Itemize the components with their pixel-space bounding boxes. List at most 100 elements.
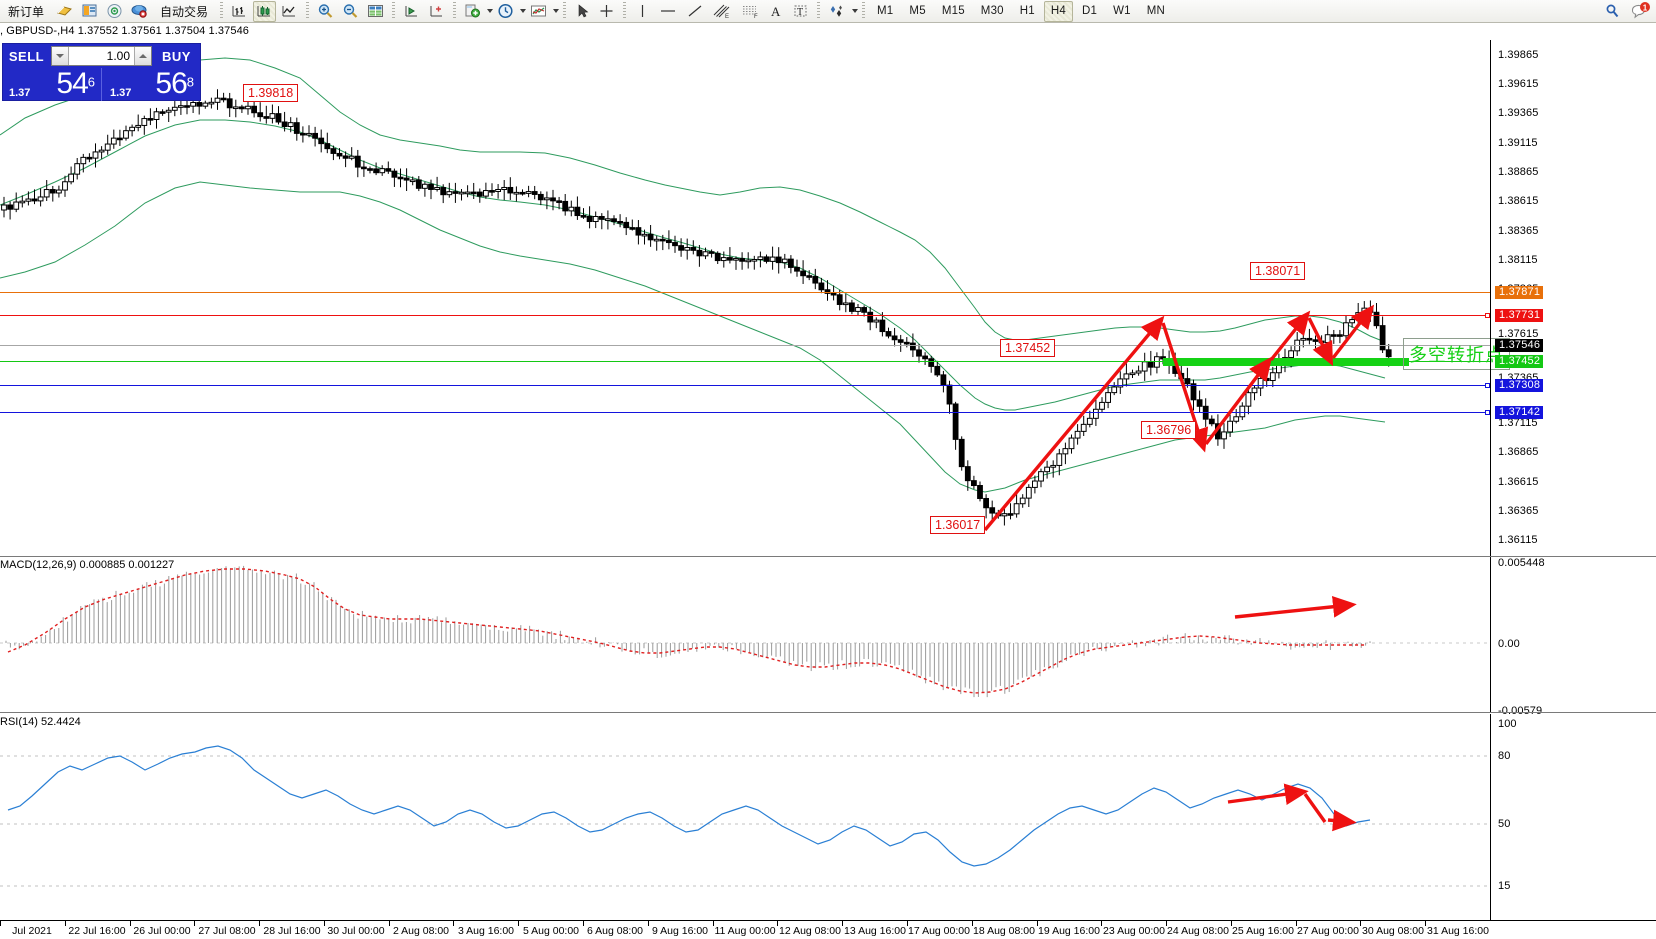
timeframe-h1[interactable]: H1 (1013, 1, 1042, 22)
autotrade-label: 自动交易 (160, 4, 209, 19)
fibonacci-icon[interactable]: F (737, 1, 763, 22)
volume-stepper[interactable]: 1.00 (51, 46, 152, 66)
annotation-1-39818[interactable]: 1.39818 (243, 84, 299, 102)
volume-input[interactable]: 1.00 (69, 47, 134, 65)
time-axis-tick (194, 921, 195, 926)
timeframe-w1[interactable]: W1 (1106, 1, 1138, 22)
rsi-pane[interactable]: RSI(14) 52.4424 100 80 50 15 (0, 714, 1656, 920)
svg-text:E: E (725, 14, 729, 19)
volume-decrement-button[interactable] (52, 47, 69, 65)
cursor-icon[interactable] (571, 1, 593, 22)
time-axis[interactable]: Jul 2021 22 Jul 16:00 26 Jul 00:00 27 Jul 0… (0, 920, 1656, 939)
time-axis-tick (648, 921, 649, 926)
navigator-icon[interactable] (103, 1, 126, 22)
search-icon[interactable] (1601, 1, 1625, 22)
price-tag-blue-1[interactable]: 1.37308 (1495, 379, 1544, 392)
price-axis-tick-label: 1.38615 (1498, 195, 1539, 207)
support-zone-band[interactable] (1163, 358, 1409, 366)
price-pane[interactable]: 1.39818 1.38071 1.37452 1.36796 1.36017 … (0, 40, 1656, 556)
objects-dropdown-caret[interactable] (852, 9, 859, 13)
price-tag-blue-2[interactable]: 1.37142 (1495, 406, 1544, 419)
timeframe-m1[interactable]: M1 (870, 1, 900, 22)
price-axis-tick-label: 1.36615 (1498, 476, 1539, 488)
price-axis-tick-label: 1.36115 (1498, 534, 1538, 546)
zoom-in-icon[interactable] (314, 1, 337, 22)
price-tag-red[interactable]: 1.37731 (1495, 309, 1544, 322)
main-toolbar: 新订单 自动交易 (0, 0, 1656, 23)
rsi-series (0, 745, 1490, 887)
price-level-line-1-37308[interactable] (0, 385, 1490, 386)
chart-canvas[interactable]: 1.39818 1.38071 1.37452 1.36796 1.36017 … (0, 40, 1656, 939)
objects-icon[interactable] (825, 1, 849, 22)
sell-button[interactable]: SELL (8, 48, 45, 64)
text-icon[interactable]: A (765, 1, 787, 22)
price-level-node[interactable] (1485, 410, 1490, 415)
time-axis-tick (842, 921, 843, 926)
time-axis-label: 6 Aug 08:00 (586, 925, 644, 937)
indicators-icon[interactable] (461, 1, 484, 22)
horizontal-line-icon[interactable] (655, 1, 681, 22)
price-level-line-1-37452[interactable] (0, 361, 1490, 362)
timeframe-label: H1 (1019, 5, 1035, 17)
price-level-node[interactable] (1485, 383, 1490, 388)
analysis-arrows[interactable] (0, 40, 1490, 556)
zoom-out-icon[interactable] (339, 1, 362, 22)
sell-price[interactable]: 1.37 546 (3, 68, 102, 101)
autotrade-button[interactable]: 自动交易 (153, 1, 215, 22)
price-level-line-1-37731[interactable] (0, 315, 1490, 316)
annotation-1-36796[interactable]: 1.36796 (1141, 421, 1197, 439)
templates-icon[interactable] (527, 1, 550, 22)
time-axis-tick (1037, 921, 1038, 926)
timeframe-d1[interactable]: D1 (1075, 1, 1104, 22)
volume-increment-button[interactable] (134, 47, 151, 65)
rsi-axis-tick-label: 50 (1498, 818, 1511, 830)
price-axis-tick-label: 1.39365 (1498, 107, 1539, 119)
period-icon[interactable] (494, 1, 517, 22)
annotation-1-38071[interactable]: 1.38071 (1250, 262, 1306, 280)
profiles-icon[interactable] (53, 1, 76, 22)
timeframe-h4[interactable]: H4 (1043, 0, 1073, 22)
notifications-icon[interactable]: 1 (1627, 1, 1655, 22)
toolbar-separator (563, 2, 567, 20)
market-watch-icon[interactable] (78, 1, 101, 22)
candlestick-chart-icon[interactable] (253, 0, 277, 22)
indicators-dropdown-caret[interactable] (487, 9, 494, 13)
price-axis-tick-label: 1.39115 (1498, 137, 1538, 149)
crosshair-icon[interactable] (595, 1, 618, 22)
annotation-1-37452[interactable]: 1.37452 (1000, 339, 1056, 357)
price-level-node[interactable] (1485, 313, 1490, 318)
buy-price[interactable]: 1.37 568 (102, 68, 200, 101)
price-tag-current[interactable]: 1.37546 (1495, 339, 1544, 352)
data-window-icon[interactable] (364, 1, 387, 22)
buy-button[interactable]: BUY (162, 48, 191, 64)
text-label-icon[interactable]: T (789, 1, 812, 22)
one-click-trading-panel[interactable]: SELL 1.00 BUY 1.37 546 1.37 568 (2, 43, 201, 101)
timeframe-label: MN (1146, 5, 1166, 17)
price-level-line-1-37871[interactable] (0, 292, 1490, 293)
line-chart-icon[interactable] (278, 1, 301, 22)
autotrade-icon[interactable] (128, 1, 151, 22)
annotation-1-36017[interactable]: 1.36017 (930, 516, 986, 534)
sell-price-fraction: 6 (87, 74, 95, 90)
macd-pane[interactable]: MACD(12,26,9) 0.000885 0.001227 0.005448… (0, 557, 1656, 717)
templates-dropdown-caret[interactable] (553, 9, 560, 13)
time-axis-tick (777, 921, 778, 926)
price-tag-green[interactable]: 1.37452 (1495, 355, 1544, 368)
timeframe-m30[interactable]: M30 (974, 1, 1011, 22)
trendline-icon[interactable] (683, 1, 707, 22)
time-axis-label: 19 Aug 16:00 (1038, 925, 1100, 937)
vertical-line-icon[interactable] (631, 1, 653, 22)
bar-chart-icon[interactable] (228, 1, 251, 22)
new-order-button[interactable]: 新订单 (1, 1, 51, 22)
timeframe-m15[interactable]: M15 (935, 1, 972, 22)
auto-scroll-icon[interactable] (425, 1, 448, 22)
time-axis-label: 30 Aug 08:00 (1362, 925, 1424, 937)
chart-shift-icon[interactable] (400, 1, 423, 22)
timeframe-mn[interactable]: MN (1140, 1, 1172, 22)
equidistant-channel-icon[interactable]: E (709, 1, 735, 22)
price-level-line-1-37142[interactable] (0, 412, 1490, 413)
annotation-turning-point[interactable]: 多空转折点 (1403, 338, 1510, 370)
timeframe-m5[interactable]: M5 (902, 1, 932, 22)
price-tag-orange[interactable]: 1.37871 (1495, 286, 1544, 299)
period-dropdown-caret[interactable] (520, 9, 527, 13)
